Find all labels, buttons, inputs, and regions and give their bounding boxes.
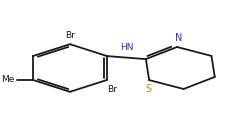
Text: Br: Br: [65, 31, 75, 40]
Text: HN: HN: [120, 43, 133, 52]
Text: Br: Br: [107, 85, 117, 94]
Text: S: S: [145, 84, 151, 94]
Text: N: N: [175, 33, 182, 43]
Text: Me: Me: [1, 75, 14, 84]
